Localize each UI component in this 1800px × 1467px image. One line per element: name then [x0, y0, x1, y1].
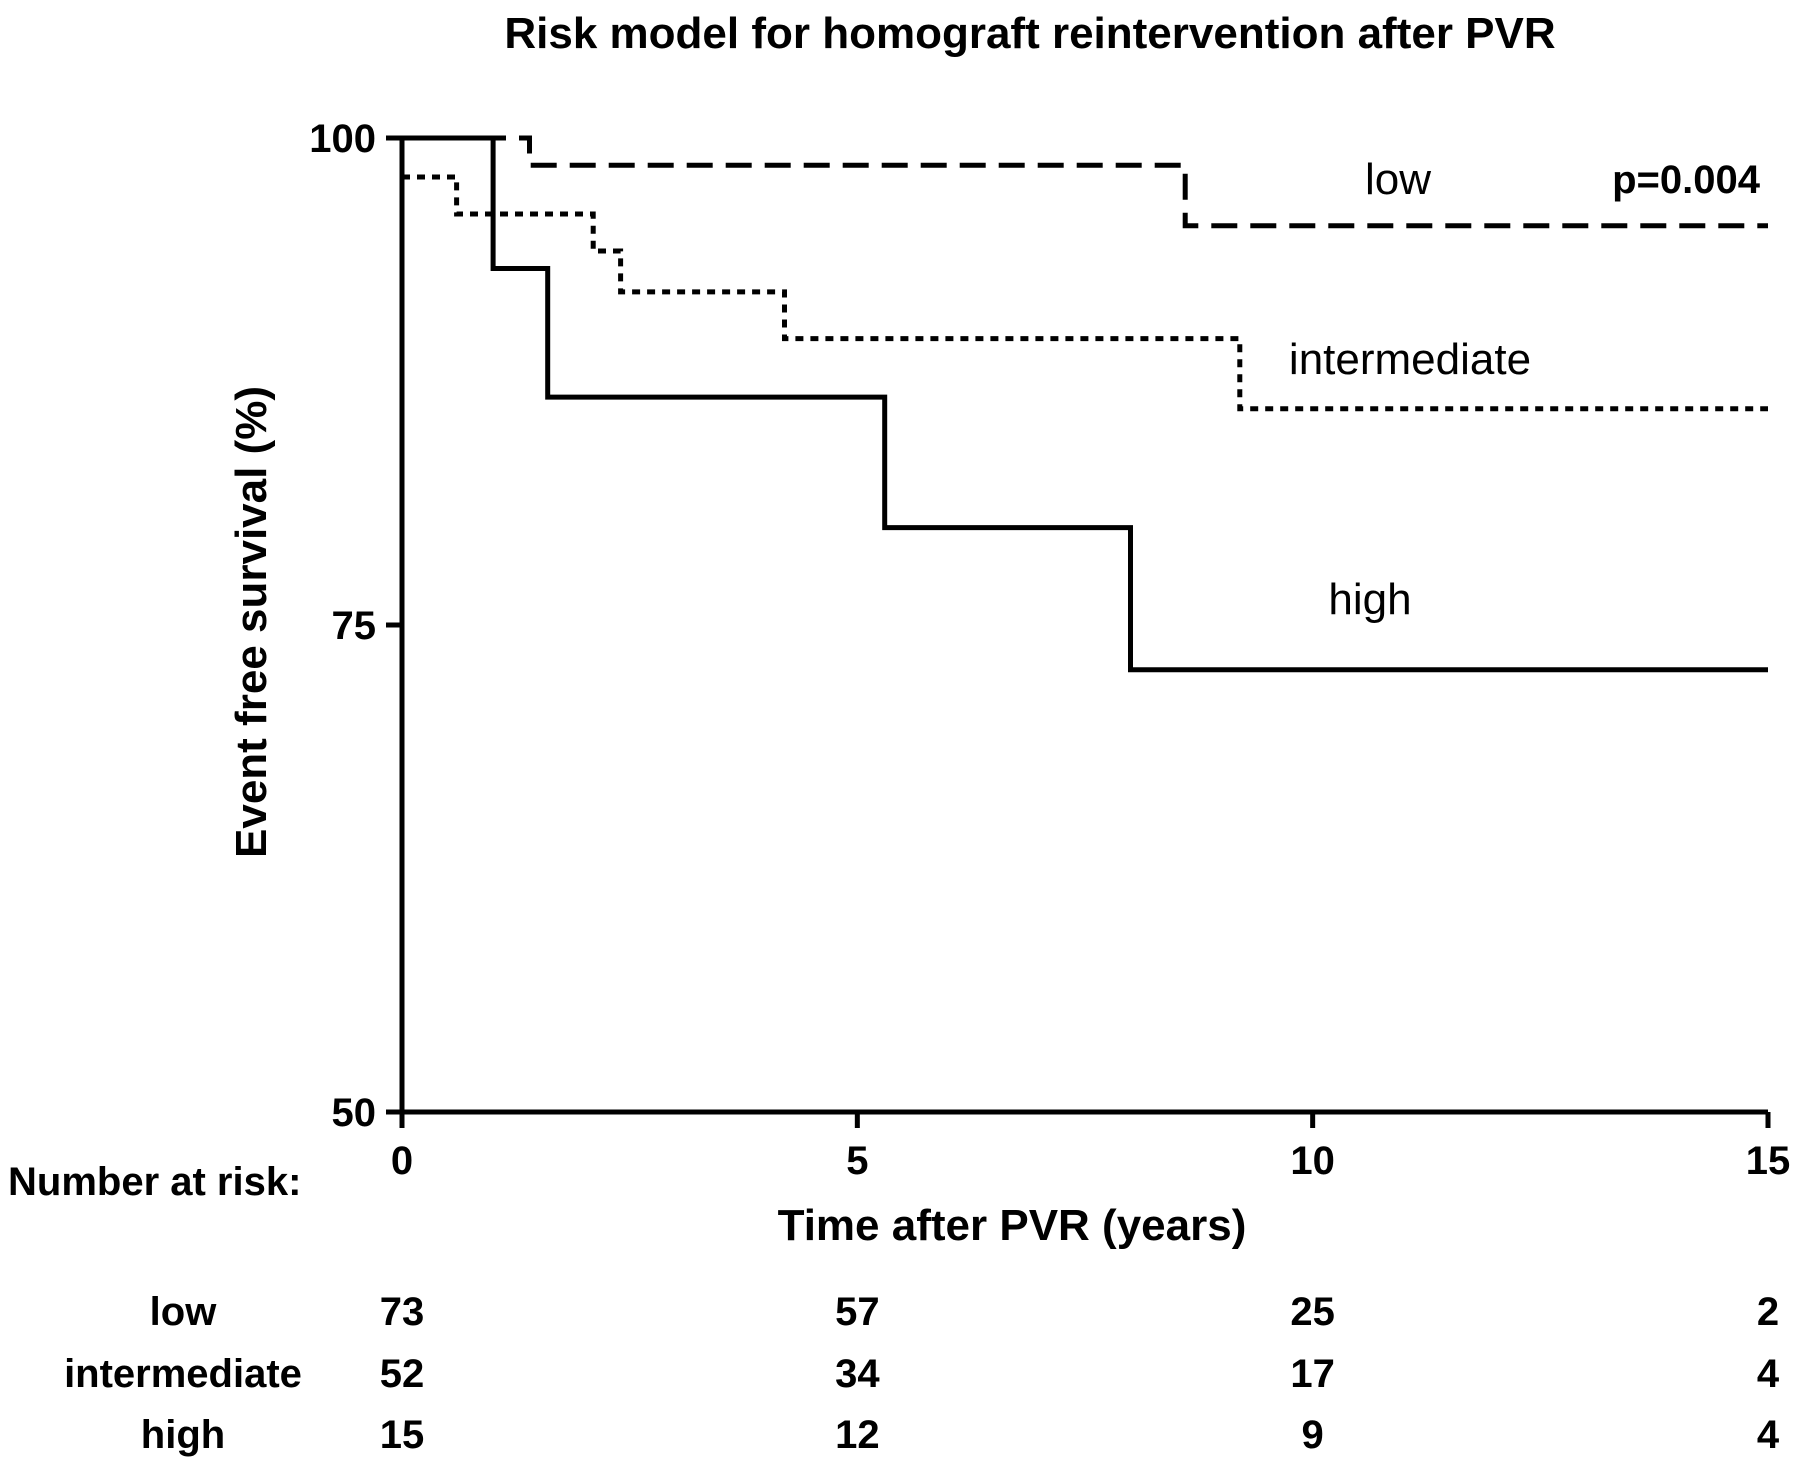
risk-count: 52 [380, 1352, 425, 1396]
risk-count: 57 [835, 1290, 880, 1334]
x-tick-label: 5 [846, 1139, 868, 1183]
risk-row-label: high [141, 1413, 225, 1457]
risk-table: low 73 57 25 2 intermediate 52 34 17 4 high 15 12 9 4 [64, 1290, 1780, 1457]
p-value-annotation: p=0.004 [1612, 158, 1761, 202]
curve-high [402, 135, 1768, 673]
curve-labels: low intermediate high [1289, 155, 1531, 624]
risk-count: 17 [1290, 1352, 1335, 1396]
survival-curves [402, 135, 1768, 673]
risk-count: 73 [380, 1290, 425, 1334]
y-axis-label: Event free survival (%) [227, 386, 276, 858]
risk-count: 12 [835, 1413, 880, 1457]
curve-label-high: high [1328, 575, 1411, 624]
risk-count: 4 [1757, 1352, 1780, 1396]
x-tick-label: 15 [1746, 1139, 1791, 1183]
y-tick-label: 50 [332, 1091, 377, 1135]
x-tick-label: 10 [1290, 1139, 1335, 1183]
x-tick-label: 0 [391, 1139, 413, 1183]
risk-count: 34 [835, 1352, 880, 1396]
risk-count: 4 [1757, 1413, 1780, 1457]
y-tick-label: 100 [309, 117, 376, 161]
curve-label-low: low [1365, 155, 1431, 204]
risk-count: 15 [380, 1413, 425, 1457]
risk-count: 25 [1290, 1290, 1335, 1334]
risk-row-label: intermediate [64, 1352, 302, 1396]
axes: 50 75 100 0 5 10 15 [309, 117, 1790, 1183]
risk-row-label: low [150, 1290, 218, 1334]
risk-table-header: Number at risk: [8, 1160, 301, 1204]
curve-low [402, 135, 1768, 229]
curve-label-intermediate: intermediate [1289, 335, 1531, 384]
risk-count: 2 [1757, 1290, 1779, 1334]
chart-title: Risk model for homograft reintervention … [504, 9, 1555, 58]
x-axis-label: Time after PVR (years) [778, 1201, 1247, 1250]
risk-count: 9 [1302, 1413, 1324, 1457]
y-tick-label: 75 [332, 604, 377, 648]
curve-intermediate [402, 174, 1768, 412]
